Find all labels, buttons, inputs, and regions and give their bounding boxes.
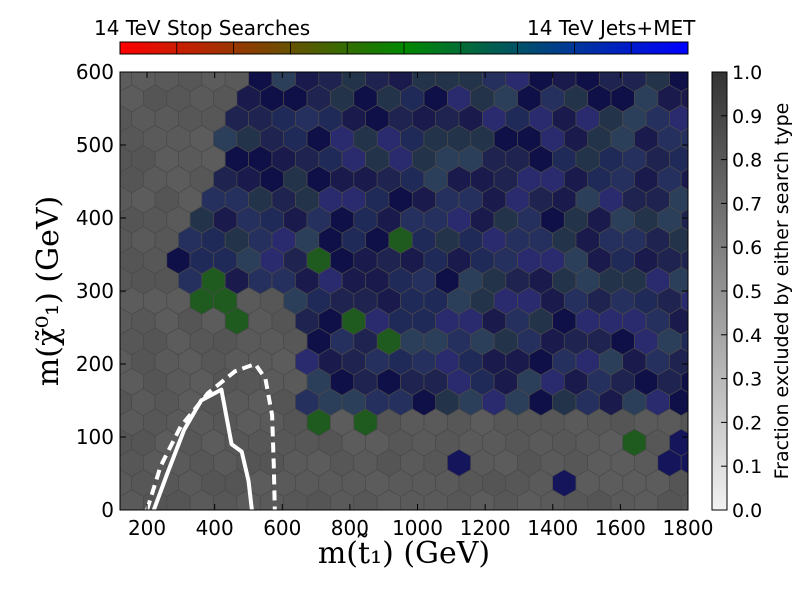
hex-cell (680, 168, 688, 191)
hex-cell (120, 91, 121, 106)
top-colorbar-dividers (176, 42, 632, 54)
colorbar-tick-label: 0.9 (732, 106, 762, 128)
hex-cell (85, 227, 108, 254)
x-axis-ticks: 200 400 600 800 1000 1200 1400 1600 1800 (128, 72, 713, 540)
hex-cell (680, 127, 688, 150)
x-tick-label: 400 (196, 516, 234, 540)
top-colorbar-left-label: 14 TeV Stop Searches (94, 16, 310, 40)
x-tick-label: 600 (263, 516, 301, 540)
right-colorbar-ticks: 0.0 0.1 0.2 0.3 0.4 0.5 0.6 0.7 0.8 0.9 1.0 (721, 62, 762, 522)
y-tick-label: 0 (101, 498, 114, 522)
x-tick-label: 800 (331, 516, 369, 540)
dashed-contour (145, 362, 277, 510)
y-tick-label: 600 (76, 60, 114, 84)
y-axis-title: m(χ̃⁰₁) (GeV) (31, 196, 66, 386)
x-tick-label: 1600 (595, 516, 646, 540)
colorbar-tick-label: 0.7 (732, 193, 762, 215)
contours (145, 362, 277, 510)
hex-cells (85, 72, 688, 510)
y-tick-label: 500 (76, 133, 114, 157)
x-tick-label: 1200 (460, 516, 511, 540)
hex-cell (680, 370, 688, 393)
colorbar-tick-label: 0.2 (732, 412, 762, 434)
y-tick-label: 400 (76, 206, 114, 230)
colorbar-tick-label: 1.0 (732, 62, 762, 84)
hex-cell (85, 470, 108, 497)
hex-cell (680, 249, 688, 272)
hex-cell (680, 451, 688, 474)
x-tick-label: 1800 (663, 516, 714, 540)
hex-cell (680, 87, 688, 110)
colorbar-tick-label: 0.4 (732, 325, 762, 347)
y-tick-label: 200 (76, 352, 114, 376)
y-tick-label: 100 (76, 425, 114, 449)
hex-cell (680, 411, 688, 434)
colorbar-tick-label: 0.8 (732, 150, 762, 172)
hex-cell (85, 308, 108, 335)
colorbar-tick-label: 0.5 (732, 281, 762, 303)
hex-cell (669, 72, 688, 92)
colorbar-tick-label: 0.6 (732, 237, 762, 259)
colorbar-tick-label: 0.0 (732, 500, 762, 522)
colorbar-tick-label: 0.1 (732, 456, 762, 478)
hex-cell (120, 455, 121, 470)
hex-cell (85, 105, 108, 132)
hex-cell (120, 172, 121, 187)
hex-cell (120, 334, 121, 349)
y-axis-ticks: 0 100 200 300 400 500 600 (76, 60, 688, 522)
solid-contour (151, 387, 254, 510)
hex-cell (680, 208, 688, 231)
right-colorbar-title: Fraction excluded by either search type (771, 103, 793, 480)
hex-cell (376, 509, 378, 510)
hex-cell (85, 389, 108, 416)
hex-cell (120, 253, 121, 268)
x-tick-label: 1000 (392, 516, 443, 540)
hex-cell (680, 330, 688, 353)
x-tick-label: 1400 (527, 516, 578, 540)
x-axis-title: m(t̃₁) (GeV) (318, 533, 490, 571)
x-tick-label: 200 (128, 516, 166, 540)
colorbar-tick-label: 0.3 (732, 369, 762, 391)
hex-cell (680, 492, 688, 510)
hex-cell (680, 289, 688, 312)
y-tick-label: 300 (76, 279, 114, 303)
top-colorbar-right-label: 14 TeV Jets+MET (527, 16, 696, 40)
